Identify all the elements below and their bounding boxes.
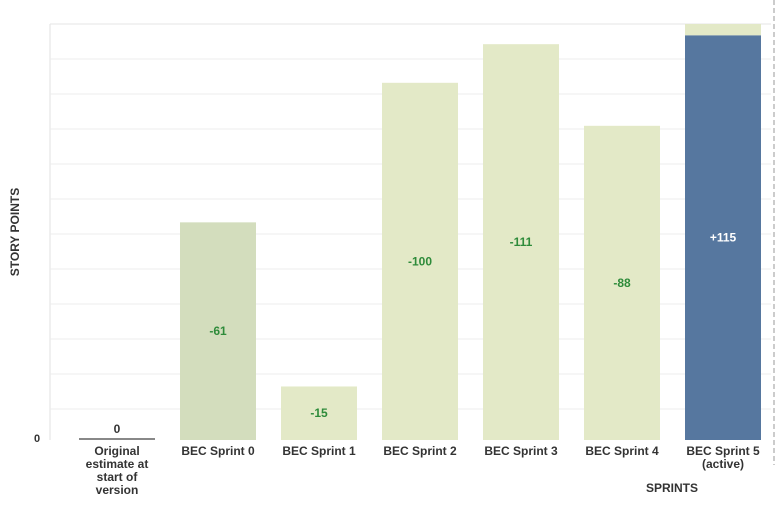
- bar: [584, 125, 660, 440]
- bar: [685, 35, 761, 441]
- data-label: -15: [310, 406, 328, 420]
- y-tick-label: 0: [34, 433, 41, 445]
- data-label: -61: [209, 324, 227, 338]
- x-tick-label: Original estimate at start of version: [86, 444, 149, 497]
- data-label: -88: [613, 276, 631, 290]
- bar: [180, 222, 256, 440]
- bar: [281, 386, 357, 440]
- x-axis-label: SPRINTS: [646, 481, 699, 495]
- x-tick-label: BEC Sprint 3: [484, 444, 558, 458]
- x-tick-label: BEC Sprint 4: [585, 444, 659, 458]
- x-tick-label: BEC Sprint 2: [383, 444, 457, 458]
- bar-cap: [685, 24, 761, 36]
- bar: [483, 44, 559, 440]
- y-axis-label: STORY POINTS: [8, 187, 22, 277]
- data-label: +115: [710, 231, 737, 245]
- x-tick-label: BEC Sprint 1: [282, 444, 356, 458]
- data-label: -111: [510, 235, 533, 249]
- data-label: -100: [408, 254, 432, 268]
- x-tick-label: BEC Sprint 0: [181, 444, 255, 458]
- x-tick-label: BEC Sprint 5 (active): [686, 444, 760, 471]
- bar: [382, 82, 458, 440]
- data-label: 0: [114, 422, 121, 436]
